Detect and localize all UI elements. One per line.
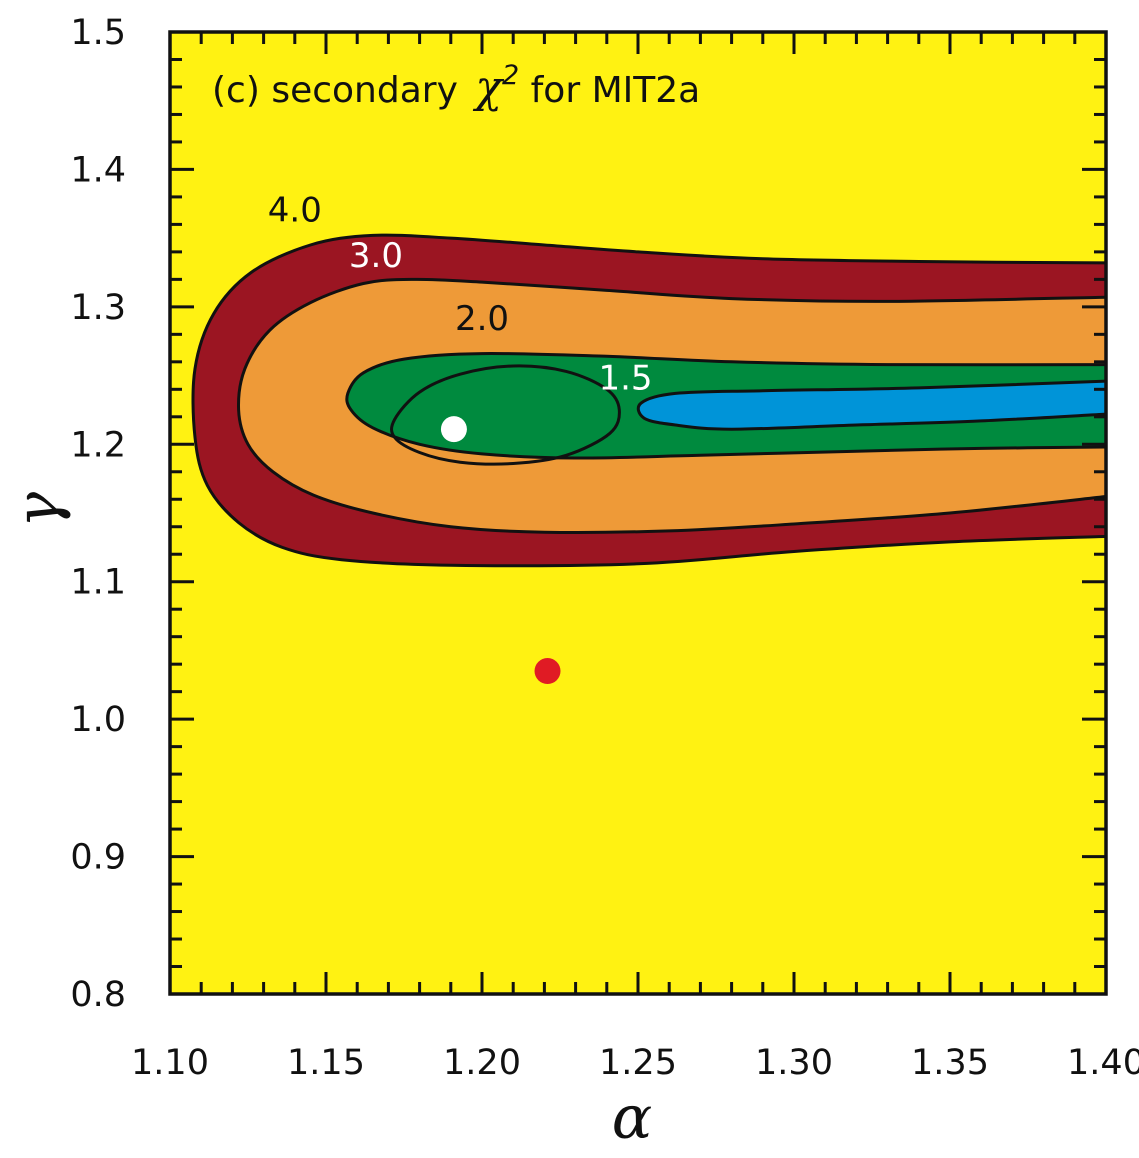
chart-title: (c) secondary χ2 for MIT2a — [212, 60, 700, 113]
y-tick-label: 0.8 — [70, 975, 126, 1015]
minimum-marker — [440, 416, 467, 443]
contour-label-1-5: 1.5 — [598, 358, 652, 398]
x-tick-label: 1.35 — [911, 1043, 989, 1083]
x-tick-label: 1.10 — [131, 1043, 209, 1083]
y-tick-label: 1.4 — [70, 150, 126, 190]
y-tick-label: 1.2 — [70, 425, 126, 465]
y-tick-label: 1.0 — [70, 700, 126, 740]
x-tick-label: 1.25 — [599, 1043, 677, 1083]
contour-1-5-region-4 — [390, 364, 621, 466]
y-tick-label: 0.9 — [70, 838, 126, 878]
contour-label-3-0: 3.0 — [349, 236, 403, 276]
y-tick-labels: 0.8 0.9 1.0 1.1 1.2 1.3 1.4 1.5 — [70, 13, 126, 1015]
contour-1-5-region-3 — [636, 379, 1106, 431]
y-tick-label: 1.5 — [70, 13, 126, 53]
chart-title-chi: χ — [472, 62, 504, 113]
chart-title-superscript: 2 — [502, 60, 519, 91]
x-tick-label: 1.30 — [755, 1043, 833, 1083]
x-tick-labels: 1.10 1.15 1.20 1.25 1.30 1.35 1.40 — [131, 1043, 1139, 1083]
reference-marker — [534, 658, 561, 685]
axis-ticks — [168, 30, 1108, 996]
contour-label-4-0: 4.0 — [268, 191, 322, 231]
contour-label-2-0: 2.0 — [455, 299, 509, 339]
x-tick-label: 1.20 — [443, 1043, 521, 1083]
x-axis-title: α — [612, 1083, 653, 1153]
y-tick-label: 1.1 — [70, 563, 126, 603]
markers — [440, 416, 561, 685]
chart-title-suffix: for MIT2a — [519, 70, 700, 111]
y-tick-label: 1.3 — [70, 288, 126, 328]
y-axis-title: γ — [3, 492, 73, 528]
x-tick-label: 1.40 — [1067, 1043, 1139, 1083]
x-tick-label: 1.15 — [287, 1043, 365, 1083]
contour-labels: 4.0 3.0 2.0 1.5 — [268, 191, 653, 399]
chart-title-prefix: (c) secondary — [212, 70, 469, 111]
contour-regions — [191, 233, 1106, 568]
